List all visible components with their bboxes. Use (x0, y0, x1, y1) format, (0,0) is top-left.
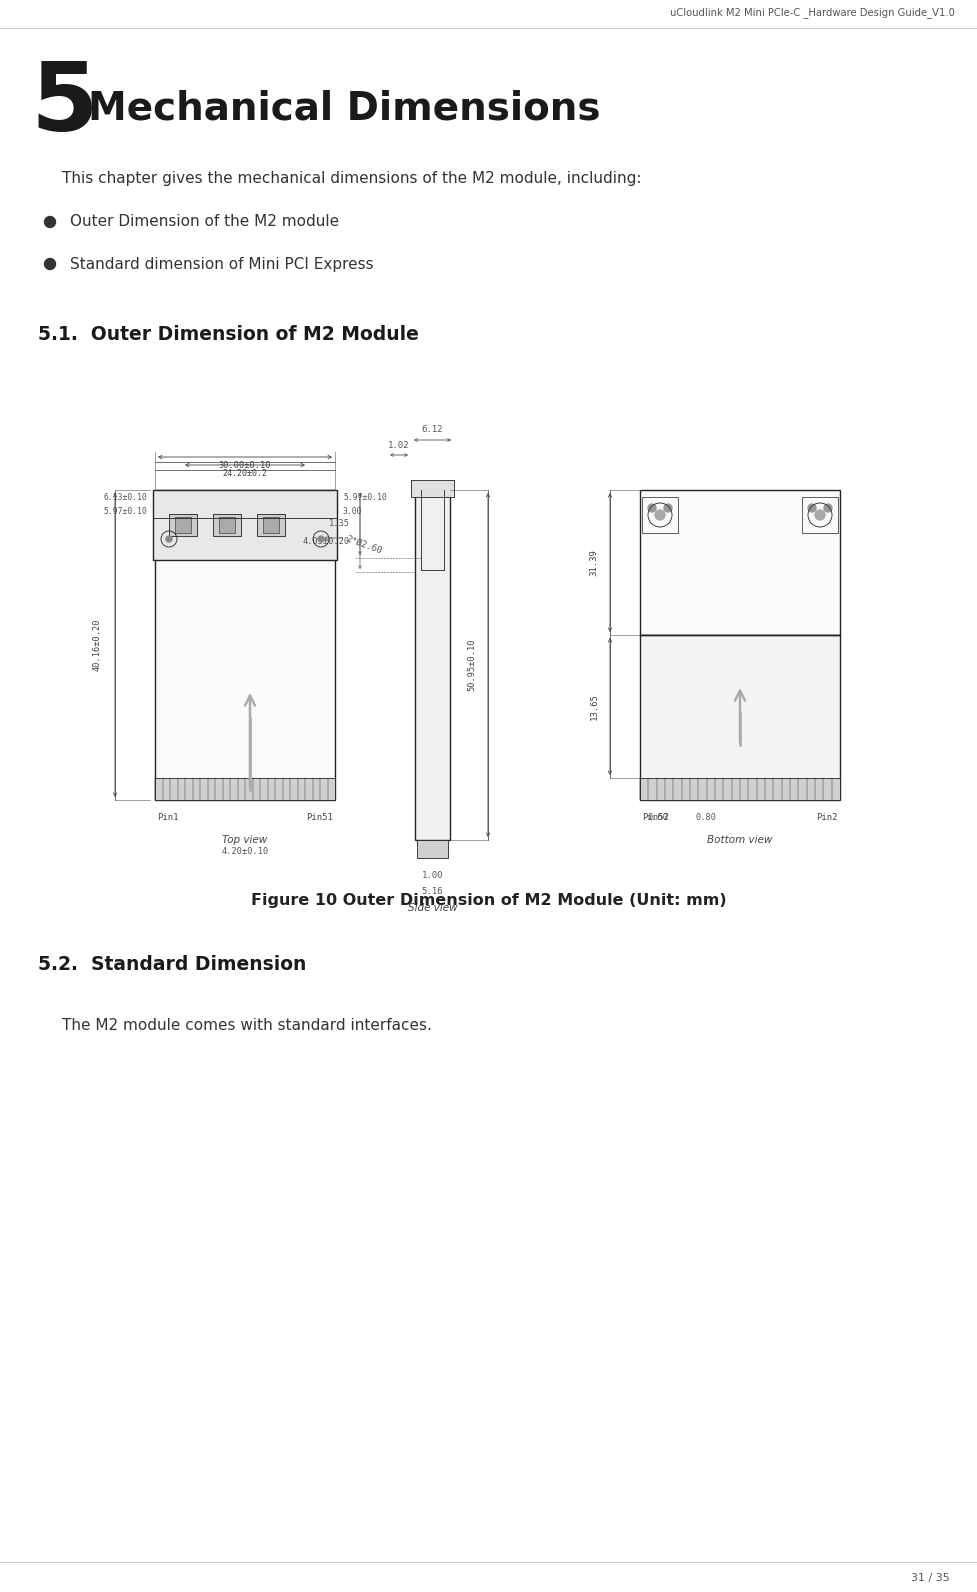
Text: 5.97±0.10: 5.97±0.10 (343, 494, 387, 503)
Circle shape (166, 537, 172, 541)
Text: 5.97±0.10: 5.97±0.10 (104, 508, 147, 516)
Bar (640, 490, 840, 635)
Bar (263, 517, 279, 533)
Bar (153, 490, 337, 560)
Text: uCloudlink M2 Mini PCIe-C _Hardware Design Guide_V1.0: uCloudlink M2 Mini PCIe-C _Hardware Desi… (670, 8, 955, 19)
Text: 1.35: 1.35 (329, 519, 350, 529)
Text: 13.65: 13.65 (589, 693, 599, 720)
Text: 31 / 35: 31 / 35 (912, 1573, 950, 1582)
Text: 50.95±0.10: 50.95±0.10 (468, 638, 477, 691)
Text: Pin2: Pin2 (817, 814, 838, 823)
Bar (411, 481, 454, 497)
Bar (155, 490, 335, 801)
Circle shape (815, 509, 825, 521)
Text: 4.05±0.20: 4.05±0.20 (303, 537, 350, 546)
Text: 5: 5 (30, 59, 98, 151)
Circle shape (808, 505, 816, 513)
Bar (642, 497, 678, 533)
Bar (175, 517, 191, 533)
Text: Pin1: Pin1 (157, 814, 179, 823)
Bar (417, 841, 448, 858)
Text: 6.12: 6.12 (422, 425, 444, 435)
Text: The M2 module comes with standard interfaces.: The M2 module comes with standard interf… (62, 1017, 432, 1033)
Text: 40.16±0.20: 40.16±0.20 (93, 619, 102, 672)
Text: Pin51: Pin51 (306, 814, 333, 823)
Bar (640, 778, 840, 801)
Text: 5.2.  Standard Dimension: 5.2. Standard Dimension (38, 955, 307, 974)
Bar (802, 497, 838, 533)
Text: Standard dimension of Mini PCI Express: Standard dimension of Mini PCI Express (70, 256, 373, 272)
Bar (257, 514, 285, 537)
Bar (213, 514, 241, 537)
Circle shape (655, 509, 665, 521)
Text: 24.20±0.2: 24.20±0.2 (223, 468, 268, 478)
Text: Mechanical Dimensions: Mechanical Dimensions (88, 89, 601, 127)
Text: 31.39: 31.39 (589, 549, 599, 576)
Text: Top view: Top view (223, 834, 268, 845)
Circle shape (45, 258, 56, 269)
Text: Pin52: Pin52 (642, 814, 669, 823)
Text: 1.02: 1.02 (388, 441, 409, 449)
Circle shape (664, 505, 672, 513)
Text: 6.13±0.10: 6.13±0.10 (104, 494, 147, 503)
Text: 1.00: 1.00 (422, 871, 444, 880)
Text: Side view: Side view (407, 903, 457, 912)
Text: 30.00±0.10: 30.00±0.10 (219, 462, 272, 471)
Text: 5.1.  Outer Dimension of M2 Module: 5.1. Outer Dimension of M2 Module (38, 325, 419, 344)
Text: Figure 10 Outer Dimension of M2 Module (Unit: mm): Figure 10 Outer Dimension of M2 Module (… (251, 893, 726, 907)
Text: 4.20±0.10: 4.20±0.10 (222, 847, 269, 856)
Bar (219, 517, 235, 533)
Text: 0.80: 0.80 (695, 814, 716, 823)
Bar (155, 778, 335, 801)
Circle shape (45, 217, 56, 228)
Bar (169, 514, 197, 537)
Text: Outer Dimension of the M2 module: Outer Dimension of the M2 module (70, 215, 339, 229)
Text: This chapter gives the mechanical dimensions of the M2 module, including:: This chapter gives the mechanical dimens… (62, 170, 642, 186)
Text: 5.16: 5.16 (422, 887, 444, 895)
Circle shape (824, 505, 832, 513)
Text: 3.00: 3.00 (343, 508, 362, 516)
Circle shape (318, 537, 324, 541)
Text: 2*Ø2.60: 2*Ø2.60 (345, 535, 383, 556)
Bar (640, 635, 840, 801)
Text: 0.60: 0.60 (648, 814, 669, 823)
Circle shape (648, 505, 656, 513)
Text: Bottom view: Bottom view (707, 834, 773, 845)
Bar (415, 490, 450, 841)
